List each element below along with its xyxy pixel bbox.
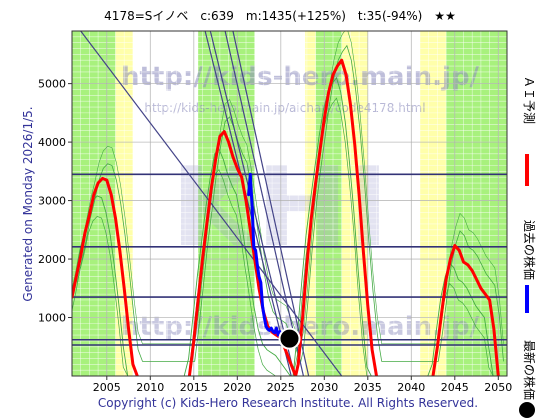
x-tick-label: 2030: [310, 381, 338, 394]
generated-date: Generated on Monday 2026/1/5.: [21, 106, 35, 301]
trend-line: [224, 31, 305, 376]
x-tick-label: 2010: [136, 381, 164, 394]
grid-lines: [72, 31, 507, 376]
legend: ＡＩ予測 過去の株価 最新の株価: [519, 76, 537, 418]
green-band: [446, 31, 507, 376]
y-tick-label: 4000: [38, 136, 66, 149]
latest-price-dot: [278, 327, 301, 350]
x-tick-label: 2005: [93, 381, 121, 394]
copyright: Copyright (c) Kids-Hero Research Institu…: [98, 396, 478, 410]
series-line-ai-forecast: [72, 58, 500, 376]
y-tick-label: 3000: [38, 195, 66, 208]
y-tick-label: 2000: [38, 253, 66, 266]
yellow-band: [341, 31, 368, 376]
x-tick-label: 2045: [441, 381, 469, 394]
thin-green-line: [76, 31, 504, 345]
thin-green-line: [72, 76, 494, 376]
watermark-sub: http://kids-hero.main.jp/aichart/code417…: [144, 101, 425, 115]
x-tick-label: 2035: [354, 381, 382, 394]
y-axis: 1000 2000 3000 4000 5000: [38, 78, 72, 325]
plot-frame: [71, 30, 508, 377]
trend-line: [80, 31, 343, 376]
thin-green-line: [76, 44, 504, 363]
trend-lines: [80, 31, 343, 376]
y-tick-label: 1000: [38, 312, 66, 325]
legend-swatch-latest: [519, 402, 535, 418]
x-tick-label: 2025: [267, 381, 295, 394]
x-tick-label: 2015: [180, 381, 208, 394]
trend-line: [232, 31, 310, 376]
x-tick-label: 2020: [223, 381, 251, 394]
series: [72, 58, 500, 376]
x-tick-label: 2040: [397, 381, 425, 394]
x-axis: 2005 2010 2015 2020 2025 2030 2035 2040 2045 2050: [93, 376, 512, 394]
chart-title: 4178=Sイノベ c:639 m:1435(+125%) t:35(-94%)…: [104, 9, 456, 23]
trend-line: [204, 31, 292, 376]
y-tick-label: 5000: [38, 78, 66, 91]
watermark-main: http://kids-hero.main.jp/: [121, 62, 480, 92]
legend-label-latest: 最新の株価: [522, 340, 537, 400]
legend-label-past: 過去の株価: [522, 220, 537, 280]
x-tick-label: 2050: [484, 381, 512, 394]
legend-label-ai: ＡＩ予測: [522, 76, 536, 124]
